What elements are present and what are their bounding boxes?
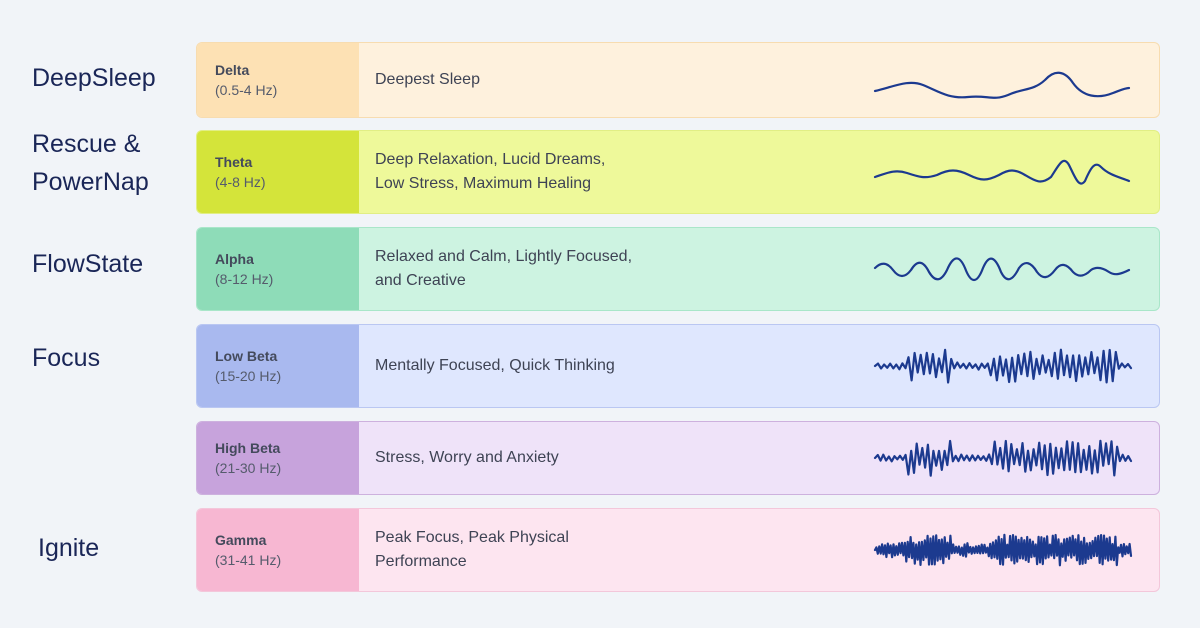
band-description: Deepest Sleep (375, 71, 480, 88)
band-description: Stress, Worry and Anxiety (375, 449, 559, 466)
band-row-low-beta: Low Beta (15-20 Hz) Mentally Focused, Qu… (196, 324, 1160, 408)
mode-label-deepsleep: DeepSleep (32, 64, 156, 92)
band-row-gamma: Gamma (31-41 Hz) Peak Focus, Peak Physic… (196, 508, 1160, 592)
band-name: Gamma (215, 532, 267, 548)
brainwave-delta-icon (873, 71, 1131, 99)
band-description: Deep Relaxation, Lucid Dreams, Low Stres… (375, 151, 606, 192)
band-row-delta: Delta (0.5-4 Hz) Deepest Sleep (196, 42, 1160, 118)
band-cell: Low Beta (15-20 Hz) (197, 325, 359, 407)
band-row-alpha: Alpha (8-12 Hz) Relaxed and Calm, Lightl… (196, 227, 1160, 311)
mode-label-focus: Focus (32, 344, 101, 372)
band-cell: Delta (0.5-4 Hz) (197, 43, 359, 117)
band-cell: Theta (4-8 Hz) (197, 131, 359, 213)
mode-label-ignite: Ignite (38, 534, 100, 562)
band-name: Alpha (215, 251, 254, 267)
description-cell: Stress, Worry and Anxiety (359, 422, 1159, 494)
mode-label-flowstate: FlowState (32, 250, 144, 278)
mode-label-rescue-powernap: Rescue & PowerNap (32, 130, 149, 196)
band-range: (15-20 Hz) (215, 368, 282, 384)
band-cell: Gamma (31-41 Hz) (197, 509, 359, 591)
band-row-theta: Theta (4-8 Hz) Deep Relaxation, Lucid Dr… (196, 130, 1160, 214)
band-cell: High Beta (21-30 Hz) (197, 422, 359, 494)
band-row-high-beta: High Beta (21-30 Hz) Stress, Worry and A… (196, 421, 1160, 495)
band-range: (31-41 Hz) (215, 552, 282, 568)
band-range: (0.5-4 Hz) (215, 82, 278, 98)
band-name: Delta (215, 62, 250, 78)
band-description: Relaxed and Calm, Lightly Focused, and C… (375, 248, 633, 289)
band-name: Theta (215, 154, 253, 170)
description-cell: Mentally Focused, Quick Thinking (359, 325, 1159, 407)
description-cell: Peak Focus, Peak Physical Performance (359, 509, 1159, 591)
band-range: (4-8 Hz) (215, 174, 266, 190)
band-description: Mentally Focused, Quick Thinking (375, 357, 615, 374)
band-range: (21-30 Hz) (215, 460, 282, 476)
band-description: Peak Focus, Peak Physical Performance (375, 529, 569, 570)
band-range: (8-12 Hz) (215, 271, 274, 287)
description-cell: Deepest Sleep (359, 43, 1159, 117)
brainwave-theta-icon (873, 159, 1131, 185)
description-cell: Deep Relaxation, Lucid Dreams, Low Stres… (359, 131, 1159, 213)
brainwave-high-beta-icon (873, 439, 1133, 477)
brainwave-gamma-icon (873, 533, 1133, 567)
band-cell: Alpha (8-12 Hz) (197, 228, 359, 310)
band-name: Low Beta (215, 348, 278, 364)
brainwave-alpha-icon (873, 257, 1131, 282)
band-name: High Beta (215, 440, 281, 456)
description-cell: Relaxed and Calm, Lightly Focused, and C… (359, 228, 1159, 310)
brainwave-low-beta-icon (873, 348, 1133, 384)
